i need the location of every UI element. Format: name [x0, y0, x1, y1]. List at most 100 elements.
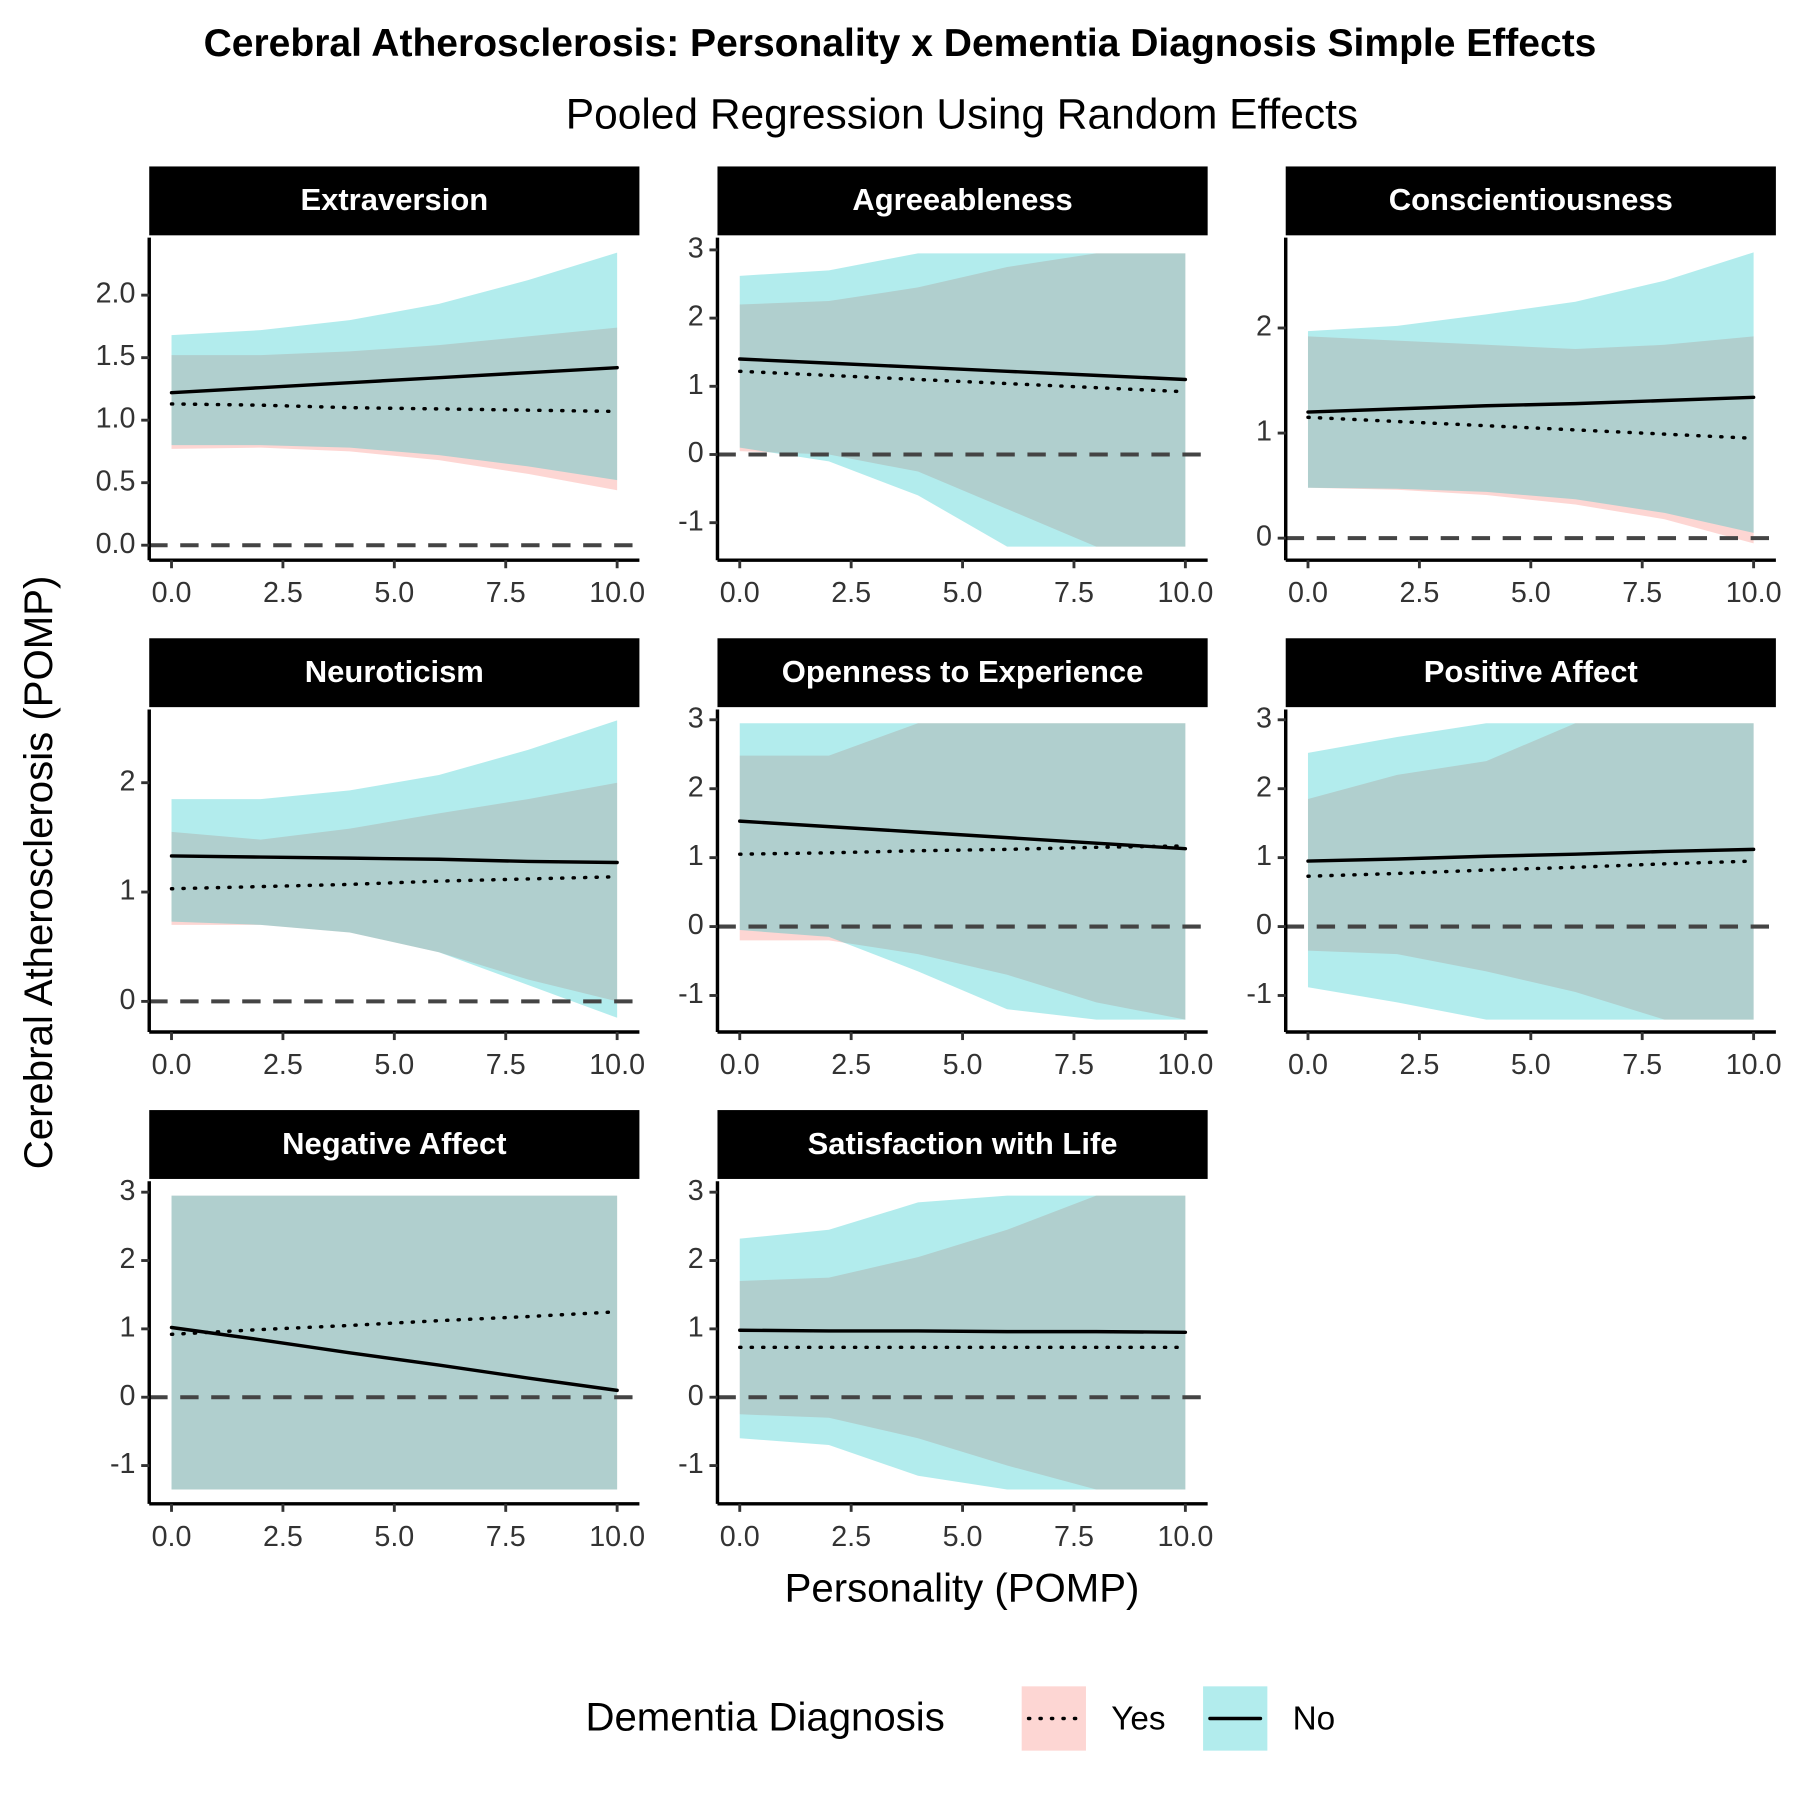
- facet-title: Neuroticism: [305, 654, 484, 689]
- confidence-ribbon: [739, 1195, 1186, 1490]
- y-tick-label: 1: [1256, 840, 1272, 872]
- x-tick-label: 2.5: [1399, 1049, 1439, 1081]
- y-tick-label: 1: [119, 1311, 135, 1343]
- chart-subtitle: Pooled Regression Using Random Effects: [566, 90, 1358, 137]
- trend-line: [738, 819, 1188, 851]
- y-tick-label: 3: [1256, 702, 1272, 734]
- facet-strip: [149, 1110, 640, 1179]
- trend-line: [1306, 847, 1756, 863]
- x-tick-label: 2.5: [263, 1049, 303, 1081]
- x-tick-label: 2.5: [831, 1521, 871, 1553]
- confidence-ribbon: [171, 720, 618, 1018]
- confidence-ribbon: [739, 723, 1186, 1020]
- facet-title: Conscientiousness: [1389, 182, 1673, 217]
- x-tick-label: 2.5: [831, 577, 871, 609]
- y-tick-label: 0: [119, 1380, 135, 1412]
- x-axis-title: Personality (POMP): [785, 1566, 1140, 1611]
- y-tick-label: 2: [688, 1243, 704, 1275]
- y-tick-label: -1: [1246, 978, 1272, 1010]
- confidence-ribbon: [1307, 723, 1754, 1020]
- y-tick-label: 2: [688, 771, 704, 803]
- x-tick-label: 7.5: [1054, 1049, 1094, 1081]
- y-tick-label: 2.0: [96, 278, 136, 310]
- confidence-ribbon: [171, 327, 618, 491]
- x-tick-label: 5.0: [1511, 1049, 1551, 1081]
- facet-strip: [149, 638, 640, 708]
- y-tick-label: 2: [1256, 311, 1272, 343]
- confidence-ribbon: [171, 1195, 618, 1490]
- x-tick-label: 7.5: [486, 1049, 526, 1081]
- confidence-ribbon: [171, 782, 618, 1002]
- confidence-ribbon: [171, 252, 618, 481]
- facet-strip: [1285, 638, 1776, 708]
- confidence-ribbon: [1307, 252, 1754, 533]
- confidence-ribbon: [739, 253, 1186, 547]
- x-tick-label: 0.0: [152, 1049, 192, 1081]
- y-tick-label: 2: [119, 1243, 135, 1275]
- y-tick-label: 0.0: [96, 528, 136, 560]
- confidence-ribbon: [171, 1195, 618, 1490]
- facet-strip: [149, 166, 640, 236]
- x-tick-label: 0.0: [1288, 577, 1328, 609]
- x-tick-label: 5.0: [943, 577, 983, 609]
- facet-title: Positive Affect: [1424, 654, 1638, 689]
- x-tick-label: 0.0: [720, 577, 760, 609]
- legend-label: No: [1293, 1701, 1336, 1738]
- x-tick-label: 7.5: [1054, 577, 1094, 609]
- trend-line: [1306, 395, 1756, 414]
- y-tick-label: -1: [678, 505, 704, 537]
- confidence-ribbon: [1307, 336, 1754, 544]
- x-tick-label: 10.0: [589, 1049, 645, 1081]
- facet-title: Satisfaction with Life: [808, 1126, 1118, 1161]
- confidence-ribbon: [739, 253, 1186, 547]
- x-tick-label: 2.5: [263, 1521, 303, 1553]
- x-tick-label: 7.5: [1622, 577, 1662, 609]
- x-tick-label: 7.5: [486, 1521, 526, 1553]
- y-tick-label: 2: [1256, 771, 1272, 803]
- x-tick-label: 10.0: [589, 577, 645, 609]
- trend-line: [169, 1325, 619, 1393]
- facet-strip: [717, 1110, 1208, 1179]
- facet-strip: [1285, 166, 1776, 236]
- y-tick-label: -1: [110, 1448, 136, 1480]
- y-tick-label: 2: [119, 765, 135, 797]
- y-tick-label: 0: [688, 437, 704, 469]
- x-tick-label: 10.0: [1726, 577, 1782, 609]
- y-tick-label: 3: [119, 1175, 135, 1207]
- y-tick-label: 0: [1256, 909, 1272, 941]
- y-axis-title: Cerebral Atherosclerosis (POMP): [16, 576, 61, 1170]
- y-tick-label: 3: [688, 702, 704, 734]
- x-tick-label: 10.0: [589, 1521, 645, 1553]
- y-tick-label: 1.0: [96, 403, 136, 435]
- x-tick-label: 5.0: [943, 1049, 983, 1081]
- y-tick-label: -1: [678, 978, 704, 1010]
- x-tick-label: 5.0: [374, 577, 414, 609]
- y-tick-label: 0: [688, 1380, 704, 1412]
- x-tick-label: 2.5: [831, 1049, 871, 1081]
- facet-title: Extraversion: [300, 182, 488, 217]
- trend-line: [738, 1328, 1188, 1335]
- x-tick-label: 0.0: [152, 577, 192, 609]
- x-tick-label: 10.0: [1157, 1521, 1213, 1553]
- y-tick-label: 3: [688, 232, 704, 264]
- x-tick-label: 7.5: [1054, 1521, 1094, 1553]
- trend-line: [169, 854, 619, 865]
- x-tick-label: 0.0: [720, 1521, 760, 1553]
- x-tick-label: 5.0: [943, 1521, 983, 1553]
- x-tick-label: 5.0: [1511, 577, 1551, 609]
- chart-title: Cerebral Atherosclerosis: Personality x …: [204, 22, 1597, 65]
- x-tick-label: 2.5: [263, 577, 303, 609]
- y-tick-label: 0: [119, 984, 135, 1016]
- y-tick-label: 1.5: [96, 340, 136, 372]
- x-tick-label: 0.0: [720, 1049, 760, 1081]
- y-tick-label: -1: [678, 1448, 704, 1480]
- x-tick-label: 0.0: [1288, 1049, 1328, 1081]
- facet-strip: [717, 166, 1208, 236]
- y-tick-label: 0: [688, 909, 704, 941]
- facet-title: Negative Affect: [282, 1126, 506, 1161]
- legend-label: Yes: [1111, 1701, 1165, 1738]
- facet-title: Openness to Experience: [782, 654, 1144, 689]
- x-tick-label: 10.0: [1157, 1049, 1213, 1081]
